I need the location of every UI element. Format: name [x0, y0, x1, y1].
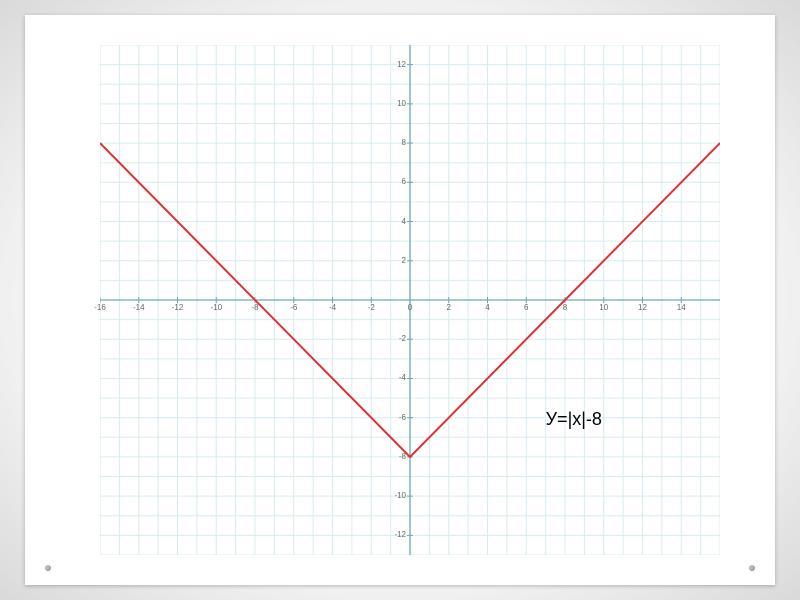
y-tick-label: 10	[386, 100, 406, 108]
x-tick-label: -14	[129, 304, 149, 312]
y-tick-label: 8	[386, 139, 406, 147]
slide-card: -16 -14 -12 -10 -8 -6 -4 -2 0 2 4 6 8 10 12 14 -12 -10 -8 -…	[25, 15, 775, 585]
corner-dot-bottom-left	[45, 565, 51, 571]
x-tick-label: 12	[633, 304, 653, 312]
abs-function-chart: -16-14-12-10-8-6-4-202468101214-12-10-8-…	[100, 45, 720, 555]
y-tick-label: -12	[386, 531, 406, 539]
x-tick-label: -8	[245, 304, 265, 312]
y-tick-label: 2	[386, 257, 406, 265]
x-tick-label: -4	[323, 304, 343, 312]
x-tick-label: 10	[594, 304, 614, 312]
corner-dot-bottom-right	[749, 565, 755, 571]
x-tick-label: 8	[555, 304, 575, 312]
series-abs-x-minus-8	[100, 143, 720, 457]
y-tick-label: -2	[386, 335, 406, 343]
x-tick-label: -6	[284, 304, 304, 312]
y-tick-label: -4	[386, 374, 406, 382]
x-tick-label: -10	[206, 304, 226, 312]
x-tick-label: 14	[671, 304, 691, 312]
x-tick-label: -16	[90, 304, 110, 312]
y-tick-label: 12	[386, 61, 406, 69]
x-tick-label: -12	[168, 304, 188, 312]
x-tick-label: 4	[478, 304, 498, 312]
x-tick-label: 6	[516, 304, 536, 312]
y-tick-label: 4	[386, 218, 406, 226]
y-tick-label: -10	[386, 492, 406, 500]
y-tick-label: -8	[386, 453, 406, 461]
equation-label: У=|х|-8	[546, 409, 602, 430]
chart-series	[100, 45, 720, 555]
x-tick-label: 0	[400, 304, 420, 312]
x-tick-label: -2	[361, 304, 381, 312]
y-tick-label: 6	[386, 178, 406, 186]
x-tick-label: 2	[439, 304, 459, 312]
presentation-stage: -16 -14 -12 -10 -8 -6 -4 -2 0 2 4 6 8 10 12 14 -12 -10 -8 -…	[0, 0, 800, 600]
y-tick-label: -6	[386, 414, 406, 422]
